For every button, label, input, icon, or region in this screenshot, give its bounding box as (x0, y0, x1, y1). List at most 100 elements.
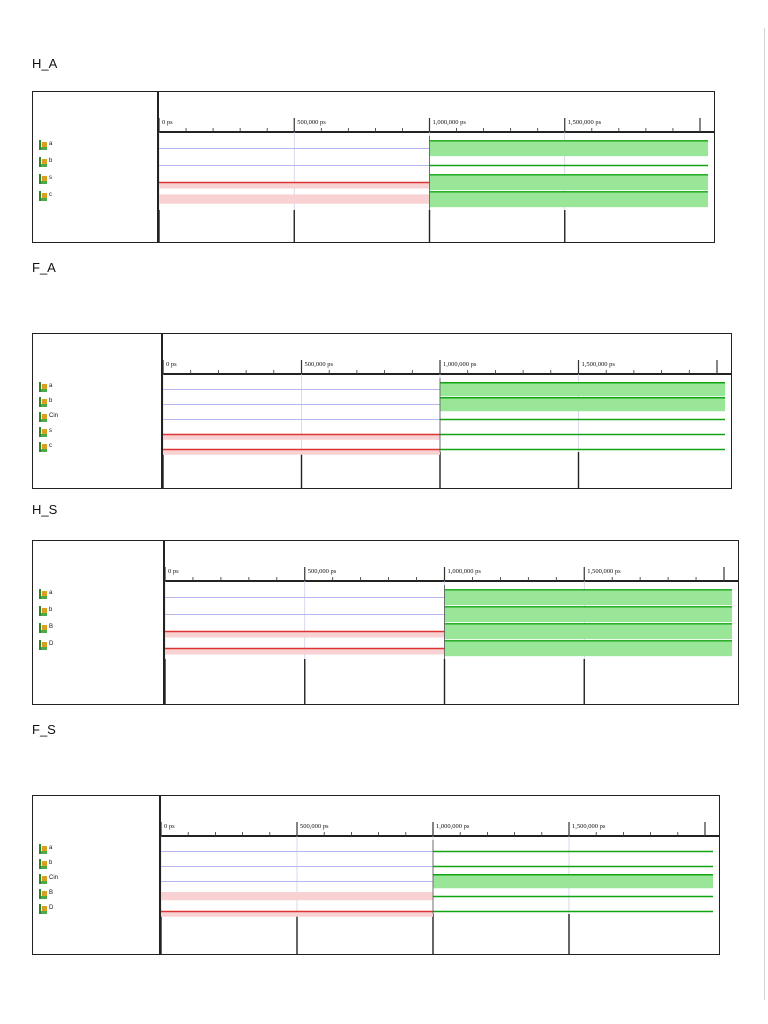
signal-row-label[interactable]: Cin (39, 411, 58, 422)
waveform-area: 0 ps 500,000 ps 1,000,000 ps 1,500,000 ps (165, 541, 738, 704)
signal-name: D (49, 641, 54, 647)
waveform-before (163, 448, 440, 455)
waveform-before (163, 433, 440, 440)
signal-name-list: a b Cin s c (33, 334, 163, 488)
waveform-area: 0 ps 500,000 ps 1,000,000 ps 1,500,000 ps (161, 796, 719, 954)
signal-row-label[interactable]: B (39, 888, 53, 899)
timeline-tick-label: 500,000 ps (300, 823, 329, 830)
signal-name: b (49, 158, 53, 164)
signal-name: a (49, 141, 53, 147)
waveform-title: H_S (32, 502, 58, 517)
timeline-tick-label: 1,500,000 ps (587, 568, 621, 575)
signal-row-label[interactable]: D (39, 639, 53, 650)
waveform-after (433, 874, 713, 889)
waveform-before (161, 892, 433, 901)
signal-icon (39, 588, 47, 599)
timeline-tick-label: 1,000,000 ps (448, 568, 482, 575)
timeline-tick-label: 0 ps (168, 568, 179, 575)
signal-icon (39, 858, 47, 869)
signal-icon (39, 873, 47, 884)
signal-row-label[interactable]: s (39, 173, 52, 184)
signal-icon (39, 411, 47, 422)
timeline-tick-label: 1,500,000 ps (568, 119, 602, 126)
signal-row-label[interactable]: a (39, 139, 52, 150)
signal-name-list: a b B D (33, 541, 165, 704)
signal-name: c (49, 192, 52, 198)
signal-row-label[interactable]: Cin (39, 873, 58, 884)
signal-icon (39, 426, 47, 437)
signal-name: B (49, 890, 54, 896)
timeline-tick-label: 0 ps (166, 361, 177, 368)
waveform-after (440, 397, 725, 412)
waveform-title: F_A (32, 260, 56, 275)
signal-row-label[interactable]: a (39, 843, 52, 854)
signal-row-label[interactable]: a (39, 588, 52, 599)
waveform-after (444, 640, 732, 657)
timeline-tick-label: 0 ps (164, 823, 175, 830)
timeline-tick-label: 1,000,000 ps (436, 823, 470, 830)
signal-icon (39, 190, 47, 201)
timeline-tick-label: 0 ps (162, 119, 173, 126)
signal-icon (39, 441, 47, 452)
signal-row-label[interactable]: a (39, 381, 52, 392)
signal-row-label[interactable]: b (39, 605, 52, 616)
signal-icon (39, 381, 47, 392)
waveform-after (444, 623, 732, 640)
waveform-before (159, 181, 430, 189)
waveform-after (444, 589, 732, 606)
signal-name: a (49, 383, 53, 389)
signal-name: c (49, 443, 52, 449)
waveform-title: H_A (32, 56, 58, 71)
waveform-area: 0 ps 500,000 ps 1,000,000 ps 1,500,000 ps (163, 334, 731, 488)
signal-row-label[interactable]: c (39, 441, 52, 452)
timeline-tick-label: 500,000 ps (308, 568, 337, 575)
signal-name: Cin (49, 413, 59, 419)
waveform-before (165, 647, 445, 655)
signal-name: Cin (49, 875, 59, 881)
signal-name: b (49, 398, 53, 404)
waveform-after (444, 606, 732, 623)
signal-icon (39, 156, 47, 167)
signal-row-label[interactable]: b (39, 156, 52, 167)
signal-icon (39, 139, 47, 150)
waveform-panel: a b Cin s c 0 ps 500,000 ps 1,000,000 ps 1,500,… (32, 333, 732, 489)
waveform-panel: a b Cin B D 0 ps 500,000 ps 1,000,000 ps 1,500,… (32, 795, 720, 955)
timeline-tick-label: 500,000 ps (305, 361, 334, 368)
signal-name: a (49, 845, 53, 851)
waveform-area: 0 ps 500,000 ps 1,000,000 ps 1,500,000 ps (159, 92, 714, 242)
signal-name: a (49, 590, 53, 596)
signal-row-label[interactable]: B (39, 622, 53, 633)
signal-row-label[interactable]: c (39, 190, 52, 201)
signal-name-list: a b Cin B D (33, 796, 161, 954)
signal-row-label[interactable]: D (39, 903, 53, 914)
signal-name: s (49, 175, 52, 181)
waveform-before (161, 910, 433, 917)
timeline-tick-label: 500,000 ps (297, 119, 326, 126)
signal-icon (39, 622, 47, 633)
waveform-after (440, 382, 725, 397)
signal-icon (39, 843, 47, 854)
waveform-after (429, 140, 708, 157)
waveform-before (165, 630, 445, 638)
signal-row-label[interactable]: b (39, 858, 52, 869)
signal-icon (39, 903, 47, 914)
signal-name: B (49, 624, 54, 630)
waveform-panel: a b s c 0 ps 500,000 ps 1,000,000 ps 1,500,000… (32, 91, 715, 243)
waveform-after (429, 174, 708, 191)
waveform-title: F_S (32, 722, 56, 737)
signal-icon (39, 396, 47, 407)
waveform-after (429, 191, 708, 208)
signal-icon (39, 888, 47, 899)
timeline-tick-label: 1,000,000 ps (443, 361, 477, 368)
timeline-tick-label: 1,000,000 ps (433, 119, 467, 126)
signal-name: b (49, 860, 53, 866)
signal-row-label[interactable]: s (39, 426, 52, 437)
waveform-before (159, 194, 430, 204)
waveform-panel: a b B D 0 ps 500,000 ps 1,000,000 ps 1,500,000… (32, 540, 739, 705)
signal-row-label[interactable]: b (39, 396, 52, 407)
signal-icon (39, 639, 47, 650)
signal-name-list: a b s c (33, 92, 159, 242)
timeline-tick-label: 1,500,000 ps (582, 361, 616, 368)
timeline-tick-label: 1,500,000 ps (572, 823, 606, 830)
signal-icon (39, 173, 47, 184)
